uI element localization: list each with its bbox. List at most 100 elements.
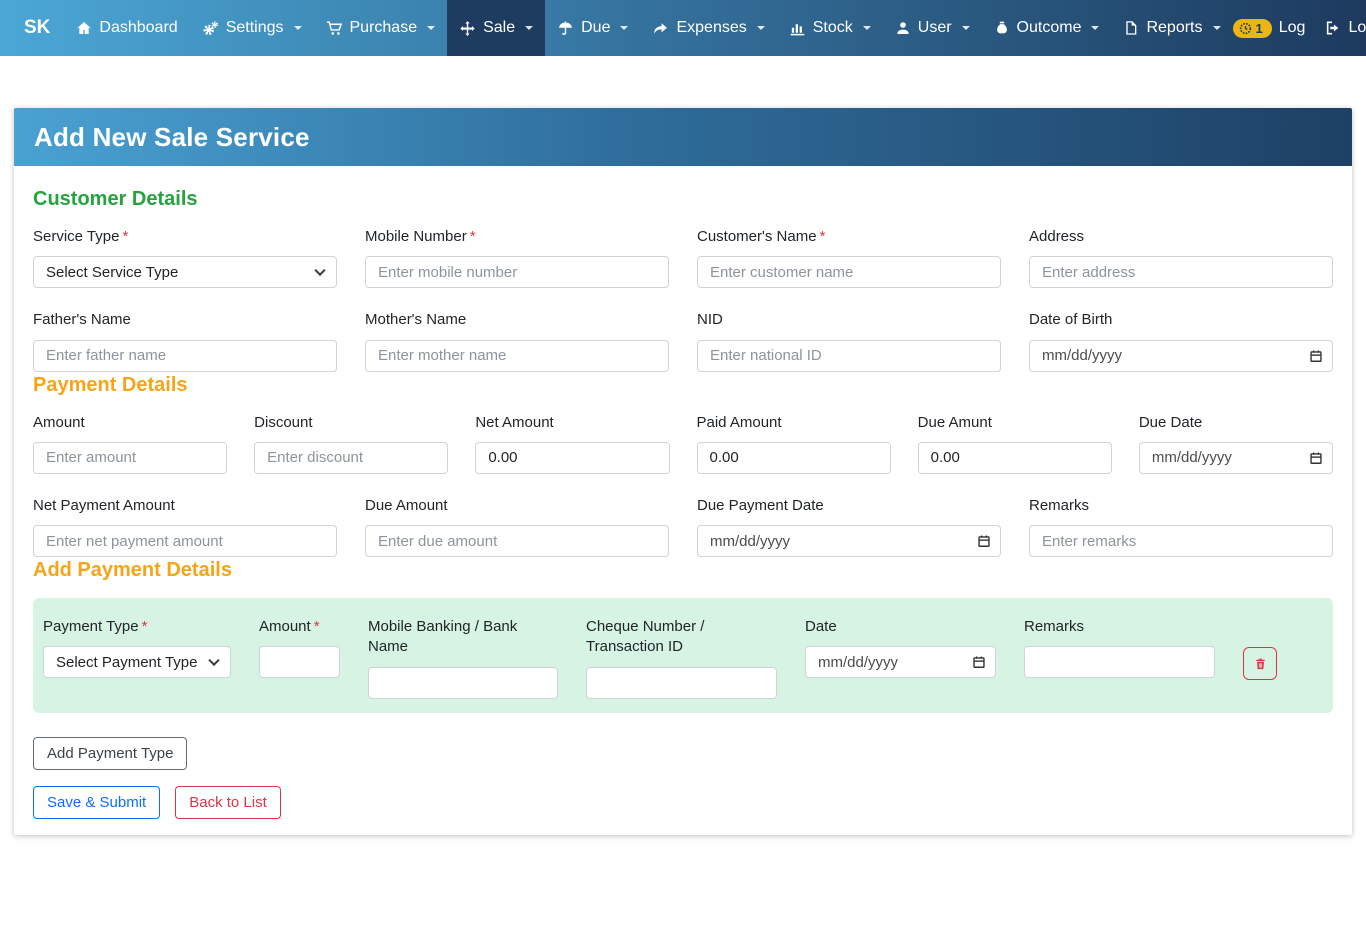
back-to-list-button[interactable]: Back to List xyxy=(175,785,281,819)
field-label: Paid Amount xyxy=(696,413,782,431)
due-amunt-input[interactable] xyxy=(917,441,1112,474)
brand-logo[interactable]: SK xyxy=(10,0,64,56)
calendar-icon[interactable] xyxy=(1309,451,1323,465)
nid-input[interactable] xyxy=(697,339,1001,372)
payment-details-grid-top: Amount Discount Net Amount Paid Amount D… xyxy=(33,413,1333,474)
money-bag-icon xyxy=(996,21,1007,34)
discount-input[interactable] xyxy=(254,441,449,474)
logout-label: Logout xyxy=(1348,19,1366,36)
pay-date-input[interactable] xyxy=(805,646,996,679)
nav-item-dashboard[interactable]: Dashboard xyxy=(64,0,189,56)
mother-name-input[interactable] xyxy=(365,339,669,372)
mobile-number-input[interactable] xyxy=(365,256,669,289)
pay-amount-input[interactable] xyxy=(259,646,340,679)
report-file-icon xyxy=(1126,21,1137,35)
father-name-input[interactable] xyxy=(33,339,337,372)
share-arrow-icon xyxy=(654,22,668,34)
nav-label: Stock xyxy=(812,19,853,36)
due-payment-date-input[interactable] xyxy=(697,525,1001,557)
mobile-number-field: Mobile Number * xyxy=(365,227,669,289)
field-label: Due Date xyxy=(1138,413,1203,431)
field-label: Net Payment Amount xyxy=(33,496,175,514)
nav-label: User xyxy=(917,19,952,36)
required-asterisk: * xyxy=(313,618,320,635)
customer-name-input[interactable] xyxy=(697,256,1001,289)
payment-type-select[interactable]: Select Payment Type xyxy=(43,646,231,679)
nav-item-stock[interactable]: Stock xyxy=(777,0,883,56)
net-amount-input[interactable] xyxy=(475,441,670,474)
nav-item-outcome[interactable]: Outcome xyxy=(982,0,1112,56)
due-amunt-field: Due Amunt xyxy=(917,413,1112,474)
remarks-field: Remarks xyxy=(1029,496,1333,557)
logout-link[interactable]: Logout xyxy=(1325,19,1366,37)
field-label: Customer's Name * xyxy=(697,228,826,245)
add-sale-service-card: Add New Sale Service Customer Details Se… xyxy=(14,108,1352,835)
navbar-right: 1 Log Logout xyxy=(1232,0,1366,56)
date-of-birth-field: Date of Birth xyxy=(1029,310,1333,372)
nav-item-reports[interactable]: Reports xyxy=(1111,0,1232,56)
field-label: Net Amount xyxy=(475,413,554,431)
save-submit-button[interactable]: Save & Submit xyxy=(33,785,161,819)
calendar-icon[interactable] xyxy=(977,534,991,548)
log-label: Log xyxy=(1278,19,1306,36)
amount-input[interactable] xyxy=(33,441,228,474)
bar-chart-icon xyxy=(790,23,804,35)
field-label: Service Type * xyxy=(33,228,129,245)
chevron-down-icon xyxy=(293,26,302,30)
nav-item-sale[interactable]: Sale xyxy=(447,0,546,56)
nav-item-user[interactable]: User xyxy=(883,0,982,56)
chevron-down-icon xyxy=(961,26,970,30)
service-type-select[interactable]: Select Service Type xyxy=(33,256,337,289)
nav-item-due[interactable]: Due xyxy=(545,0,640,56)
nav-label: Due xyxy=(581,19,611,36)
discount-field: Discount xyxy=(254,413,449,474)
calendar-icon[interactable] xyxy=(972,655,986,669)
remarks-input[interactable] xyxy=(1029,525,1333,557)
nav-item-purchase[interactable]: Purchase xyxy=(314,0,448,56)
paid-amount-input[interactable] xyxy=(696,441,891,474)
field-label: Mother's Name xyxy=(365,311,467,329)
calendar-icon[interactable] xyxy=(1309,349,1323,363)
field-label: NID xyxy=(697,311,723,329)
customer-details-grid: Service Type * Select Service Type Mobile… xyxy=(33,227,1333,372)
nav-label: Sale xyxy=(483,19,516,36)
nav-item-settings[interactable]: Settings xyxy=(190,0,314,56)
address-input[interactable] xyxy=(1029,256,1333,289)
log-count: 1 xyxy=(1255,20,1263,36)
user-icon xyxy=(897,22,909,34)
nid-field: NID xyxy=(697,310,1001,372)
add-payment-type-button[interactable]: Add Payment Type xyxy=(33,736,188,770)
bank-name-field: Mobile Banking / Bank Name xyxy=(368,617,558,699)
bank-name-input[interactable] xyxy=(368,666,558,699)
log-link[interactable]: 1 Log xyxy=(1232,18,1306,38)
nav-label: Expenses xyxy=(676,19,747,36)
umbrella-icon xyxy=(559,20,572,35)
field-label: Father's Name xyxy=(33,311,131,329)
required-asterisk: * xyxy=(141,618,148,635)
nav-label: Reports xyxy=(1146,19,1203,36)
net-payment-amount-input[interactable] xyxy=(33,525,337,557)
nav-item-expenses[interactable]: Expenses xyxy=(640,0,776,56)
field-label: Mobile Banking / Bank Name xyxy=(368,618,518,656)
page-title: Add New Sale Service xyxy=(34,121,310,152)
date-of-birth-input[interactable] xyxy=(1029,339,1333,372)
field-label: Date of Birth xyxy=(1029,311,1113,329)
logout-icon xyxy=(1327,21,1339,35)
field-label: Payment Type * xyxy=(43,618,148,635)
field-label: Amount * xyxy=(259,618,320,635)
field-label: Remarks xyxy=(1029,496,1090,514)
chevron-down-icon xyxy=(427,26,436,30)
delete-payment-row-button[interactable] xyxy=(1243,647,1277,680)
pay-remarks-input[interactable] xyxy=(1024,646,1215,679)
due-date-input[interactable] xyxy=(1138,441,1333,474)
customer-name-field: Customer's Name * xyxy=(697,227,1001,289)
due-amount-input[interactable] xyxy=(365,525,669,557)
cheque-number-field: Cheque Number / Transaction ID xyxy=(586,617,777,699)
payment-details-grid-bottom: Net Payment Amount Due Amount Due Paymen… xyxy=(33,496,1333,557)
net-amount-field: Net Amount xyxy=(475,413,670,474)
cheque-number-input[interactable] xyxy=(586,666,777,699)
service-type-field: Service Type * Select Service Type xyxy=(33,227,337,289)
chevron-down-icon xyxy=(756,26,765,30)
required-asterisk: * xyxy=(469,228,476,245)
form-actions: Save & Submit Back to List xyxy=(33,785,1333,819)
